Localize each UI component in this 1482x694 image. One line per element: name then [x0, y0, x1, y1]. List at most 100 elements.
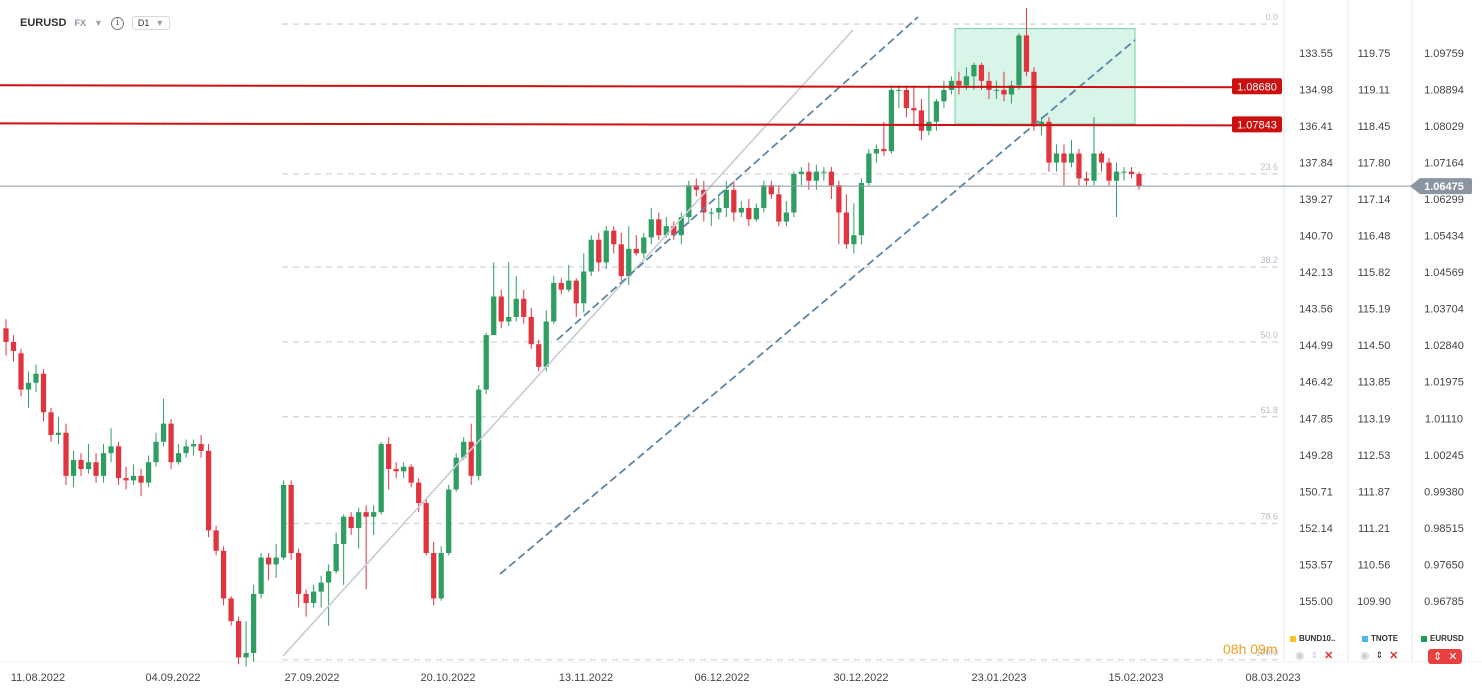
candle-body	[326, 571, 332, 583]
fib-level-label: 50.0	[1260, 330, 1278, 340]
axis-tick-label-secondary: 111.21	[1358, 523, 1390, 535]
level-price-label: 1.07843	[1237, 119, 1277, 131]
resistance-line	[0, 122, 1233, 127]
candle-body	[843, 212, 849, 245]
legend-controls-tnote: ◉ ⇕ ✕	[1360, 649, 1398, 662]
axis-tick-label-primary: 1.07164	[1424, 158, 1464, 170]
candle-body	[130, 475, 137, 481]
axis-tick-label-primary: 0.96785	[1424, 596, 1464, 608]
axis-tick-label-secondary: 111.87	[1358, 486, 1390, 498]
fib-level-label: 100.0	[1255, 648, 1278, 658]
axis-tick-label-tertiary: 152.14	[1299, 523, 1333, 535]
axis-tick-label-primary: 1.05434	[1424, 231, 1464, 243]
candle-body	[753, 207, 759, 220]
candle-body	[498, 296, 504, 322]
series-controls[interactable]: ⇕ ✕	[1428, 649, 1463, 664]
candle-body	[280, 484, 287, 558]
time-axis-label: 15.02.2023	[1108, 672, 1163, 684]
level-price-label: 1.08680	[1237, 81, 1277, 93]
candle-body	[333, 543, 339, 572]
candle-body	[371, 512, 377, 517]
time-axis-label: 27.09.2022	[284, 672, 339, 684]
candle-body	[648, 219, 654, 238]
axis-tick-label-primary: 0.98515	[1424, 523, 1464, 535]
axis-tick-label-primary: 1.04569	[1424, 267, 1464, 279]
axis-tick-label-tertiary: 133.55	[1299, 48, 1333, 60]
candle-body	[866, 153, 872, 183]
candle-body	[461, 441, 467, 458]
candle-body	[881, 148, 887, 152]
candle-body	[1061, 153, 1067, 163]
reorder-icon[interactable]: ⇕	[1433, 651, 1443, 663]
time-axis-label: 20.10.2022	[420, 672, 475, 684]
timeframe-select[interactable]: D1 ▼	[131, 16, 171, 30]
legend-swatch-bund	[1290, 635, 1296, 642]
close-icon[interactable]: ✕	[1324, 650, 1334, 662]
candle-body	[1031, 71, 1037, 127]
axis-tick-label-primary: 1.08894	[1424, 85, 1464, 97]
axis-tick-label-primary: 1.00245	[1424, 450, 1464, 462]
candle-body	[813, 171, 819, 181]
legend-item-eurusd[interactable]: EURUSD	[1421, 634, 1464, 643]
candle-body	[761, 185, 767, 208]
channel-lower-line	[499, 39, 1136, 575]
candle-body	[228, 598, 234, 622]
candle-body	[768, 185, 774, 195]
market-dropdown-icon[interactable]: ▼	[93, 18, 103, 28]
channel-upper-line	[556, 16, 919, 341]
candle-body	[235, 621, 242, 658]
candle-body	[918, 110, 925, 131]
time-axis-label: 23.01.2023	[971, 672, 1026, 684]
candle-body	[1121, 171, 1127, 173]
axis-tick-label-secondary: 118.45	[1358, 121, 1391, 133]
axis-tick-label-secondary: 115.82	[1358, 267, 1391, 279]
close-icon[interactable]: ✕	[1448, 651, 1458, 663]
fib-level-label: 38.2	[1260, 255, 1278, 265]
legend-item-tnote[interactable]: TNOTE	[1362, 634, 1398, 643]
fib-level-label: 0.0	[1265, 12, 1278, 22]
candle-body	[1098, 153, 1105, 163]
candle-body	[798, 171, 804, 174]
reorder-icon[interactable]: ⇕	[1375, 650, 1384, 660]
candle-body	[160, 423, 167, 442]
candle-body	[611, 230, 617, 245]
candle-body	[303, 593, 309, 603]
candle-body	[356, 512, 362, 529]
info-icon[interactable]: i	[110, 16, 124, 30]
eye-icon[interactable]: ◉	[1360, 650, 1370, 662]
candle-body	[641, 237, 647, 254]
eye-icon[interactable]: ◉	[1295, 650, 1305, 662]
candle-body	[1091, 153, 1097, 181]
candle-body	[1128, 171, 1135, 174]
candle-body	[115, 446, 122, 479]
candle-body	[618, 244, 624, 277]
axis-tick-label-secondary: 116.48	[1358, 231, 1391, 243]
candle-body	[1136, 173, 1142, 187]
candle-body	[205, 450, 212, 531]
axis-tick-label-primary: 1.03704	[1424, 304, 1464, 316]
current-price-tag	[1410, 178, 1472, 195]
candle-body	[573, 280, 579, 304]
axis-tick-label-secondary: 109.90	[1357, 596, 1391, 608]
candle-body	[1046, 121, 1052, 163]
time-axis-label: 06.12.2022	[694, 672, 749, 684]
legend-item-bund[interactable]: BUND10..	[1290, 634, 1335, 643]
reorder-icon[interactable]: ⇕	[1310, 650, 1319, 660]
candle-body	[836, 185, 842, 213]
candle-body	[791, 173, 797, 213]
candle-body	[513, 298, 519, 317]
candle-body	[48, 412, 54, 435]
candle-body	[318, 582, 324, 592]
candle-body	[521, 298, 527, 317]
candle-body	[168, 423, 174, 463]
candle-body	[416, 482, 422, 504]
candle-body	[1076, 153, 1082, 179]
candle-body	[296, 553, 302, 594]
symbol-label[interactable]: EURUSD	[20, 17, 67, 29]
candle-countdown: 08h 09m	[1223, 641, 1278, 657]
close-icon[interactable]: ✕	[1389, 650, 1399, 662]
resistance-line	[0, 84, 1233, 89]
timeframe-value: D1	[137, 18, 150, 28]
axis-tick-label-primary: 0.97650	[1424, 559, 1464, 571]
